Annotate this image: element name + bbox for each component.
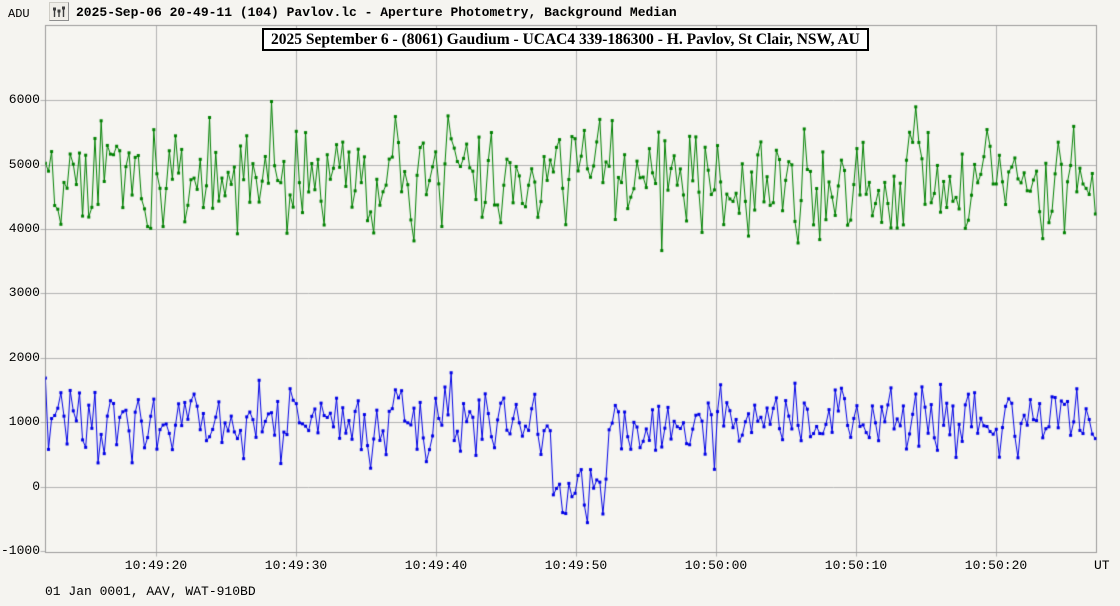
x-tick-label: 10:49:20 (124, 558, 188, 573)
x-tick-label: 10:49:50 (544, 558, 608, 573)
event-title-box: 2025 September 6 - (8061) Gaudium - UCAC… (262, 28, 869, 51)
y-tick-label: 6000 (8, 92, 40, 107)
y-tick-label: -1000 (0, 543, 40, 558)
x-tick-label: 10:49:30 (264, 558, 328, 573)
x-tick-label: 10:50:10 (824, 558, 888, 573)
x-tick-label: 10:50:00 (684, 558, 748, 573)
y-tick-label: 0 (32, 479, 40, 494)
y-tick-label: 1000 (8, 414, 40, 429)
x-tick-label: 10:49:40 (404, 558, 468, 573)
y-tick-label: 5000 (8, 157, 40, 172)
y-tick-label: 3000 (8, 285, 40, 300)
y-tick-label: 2000 (8, 350, 40, 365)
footer-caption: 01 Jan 0001, AAV, WAT-910BD (45, 584, 256, 599)
x-axis-unit-label: UT (1094, 558, 1110, 573)
y-tick-label: 4000 (8, 221, 40, 236)
x-tick-label: 10:50:20 (964, 558, 1028, 573)
